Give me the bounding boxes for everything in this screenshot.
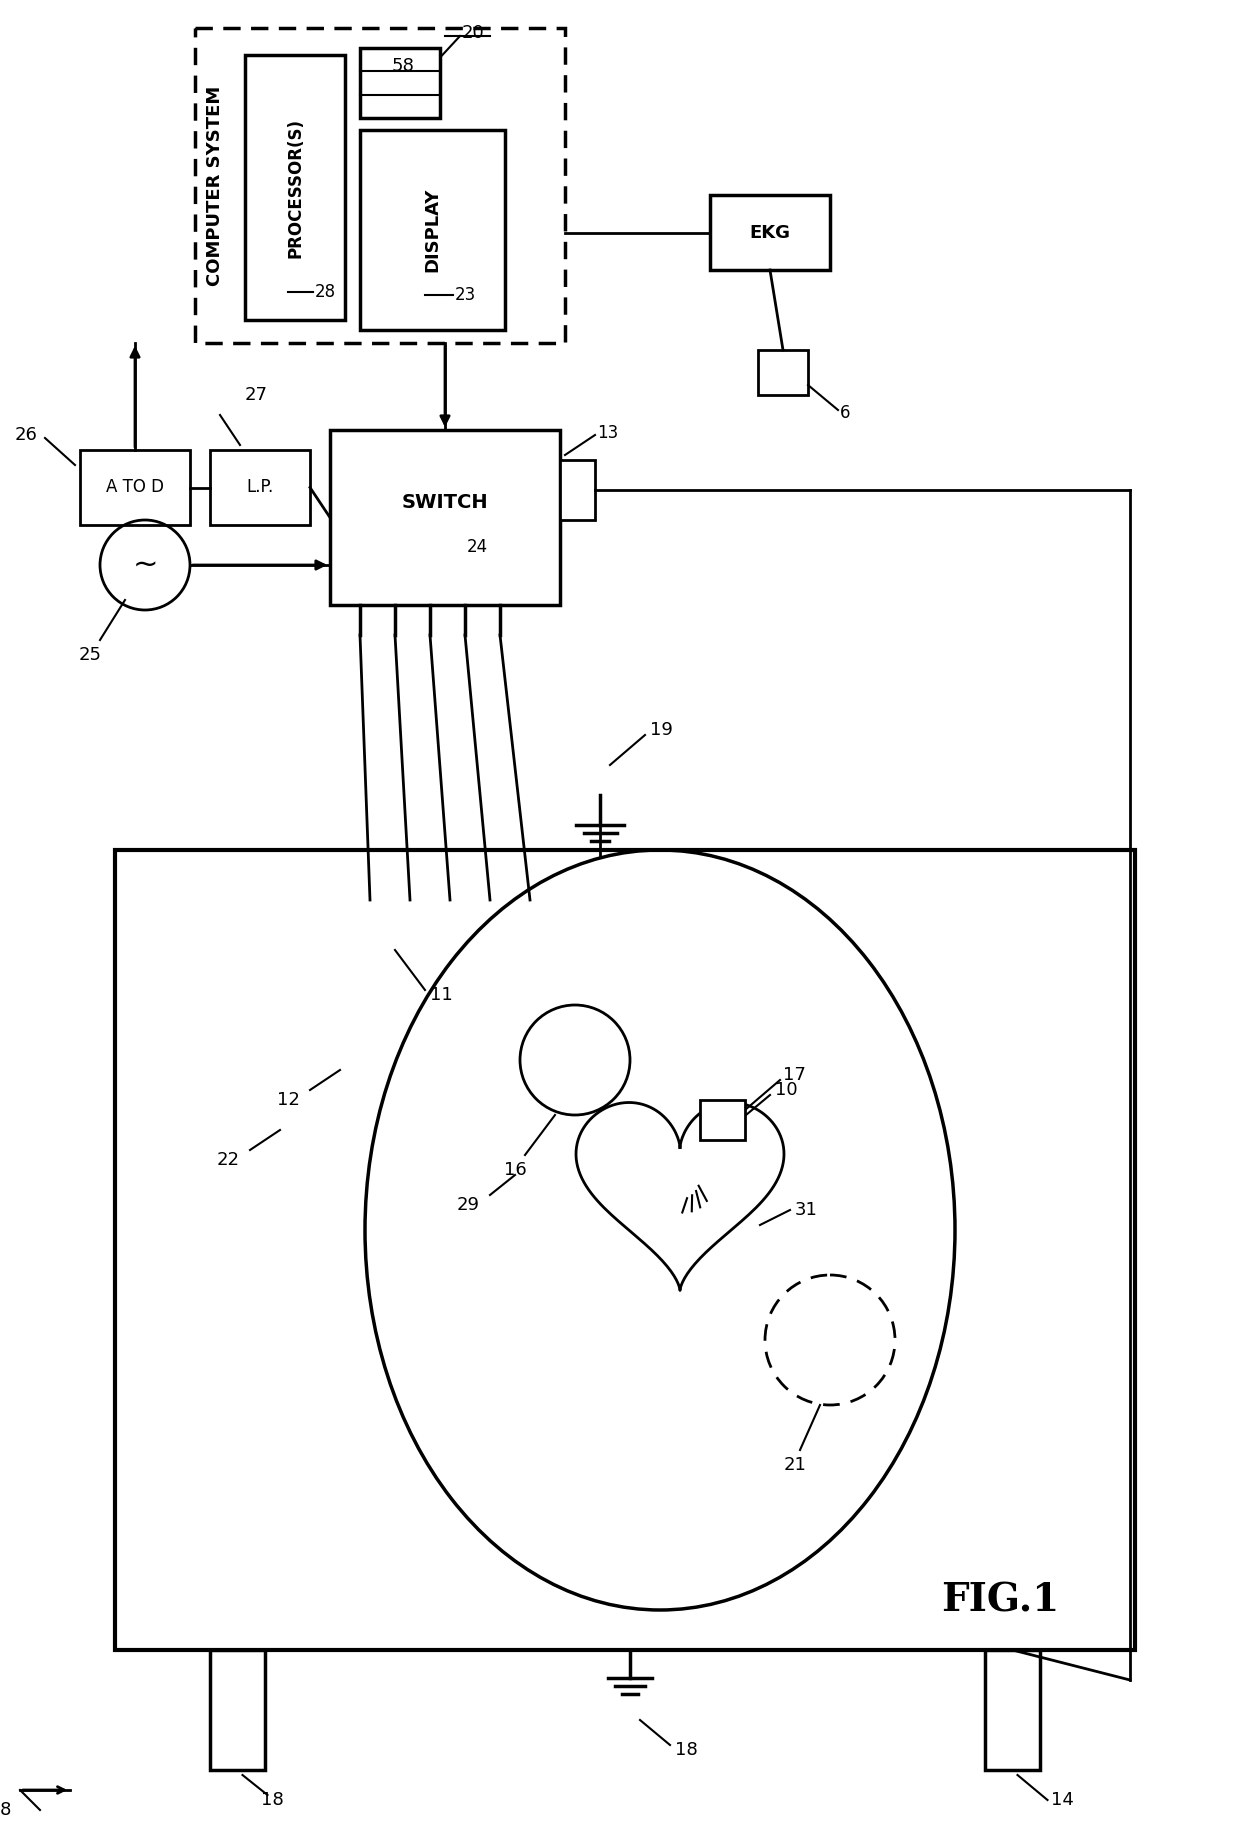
Text: SWITCH: SWITCH: [402, 493, 489, 511]
Text: 18: 18: [262, 1791, 284, 1809]
Text: 20: 20: [463, 24, 485, 42]
Bar: [81, 450, 190, 524]
Text: 23: 23: [455, 286, 476, 305]
Bar: [330, 430, 560, 605]
Text: 19: 19: [650, 722, 673, 738]
Text: 58: 58: [392, 57, 415, 76]
Text: FIG.1: FIG.1: [941, 1580, 1059, 1619]
Text: 12: 12: [277, 1091, 300, 1109]
Text: 26: 26: [15, 426, 38, 445]
Bar: [360, 129, 505, 330]
Bar: [210, 450, 310, 524]
Text: 11: 11: [430, 986, 453, 1004]
Text: 29: 29: [458, 1196, 480, 1215]
Text: 21: 21: [784, 1456, 806, 1473]
Bar: [985, 1650, 1040, 1770]
Bar: [711, 196, 830, 270]
Bar: [758, 351, 808, 395]
Circle shape: [520, 1004, 630, 1115]
Text: COMPUTER SYSTEM: COMPUTER SYSTEM: [206, 85, 224, 286]
Text: EKG: EKG: [749, 223, 791, 242]
Text: 28: 28: [315, 282, 336, 301]
Text: 14: 14: [1052, 1791, 1074, 1809]
Bar: [701, 1100, 745, 1141]
Text: 17: 17: [782, 1065, 806, 1084]
Bar: [560, 460, 595, 521]
Text: 8: 8: [0, 1802, 11, 1818]
Text: 13: 13: [596, 425, 619, 441]
Text: 10: 10: [775, 1082, 797, 1098]
Text: L.P.: L.P.: [247, 478, 274, 497]
Bar: [246, 55, 345, 319]
Text: 18: 18: [675, 1741, 698, 1759]
Text: 25: 25: [78, 646, 102, 665]
Text: A TO D: A TO D: [105, 478, 164, 497]
Bar: [195, 28, 565, 343]
Text: 16: 16: [503, 1161, 526, 1180]
Text: 31: 31: [795, 1202, 818, 1218]
Text: PROCESSOR(S): PROCESSOR(S): [286, 118, 304, 257]
Text: ~: ~: [133, 550, 157, 580]
Text: 6: 6: [839, 404, 851, 423]
Text: 22: 22: [217, 1152, 241, 1169]
Bar: [210, 1650, 265, 1770]
Bar: [115, 849, 1135, 1650]
Bar: [360, 48, 440, 118]
Text: 24: 24: [467, 539, 489, 556]
Text: 27: 27: [246, 386, 268, 404]
Text: DISPLAY: DISPLAY: [424, 188, 441, 271]
